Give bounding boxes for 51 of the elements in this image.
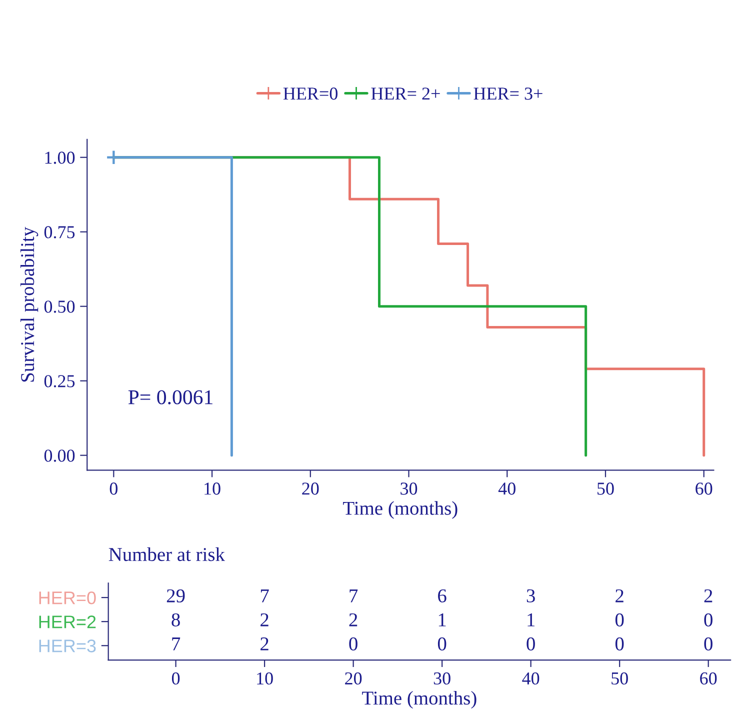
x-axis-title: Time (months) bbox=[343, 501, 458, 519]
y-tick-label: HER=3 bbox=[39, 640, 96, 652]
legend-label: HER=0 bbox=[283, 88, 338, 100]
x-tick-label: 30 bbox=[400, 482, 418, 495]
data-label: 6 bbox=[438, 589, 446, 602]
x-tick-label: 60 bbox=[700, 672, 717, 685]
y-tick-label: HER=0 bbox=[39, 591, 96, 604]
x-tick-label: 20 bbox=[345, 672, 362, 685]
data-label: 2 bbox=[616, 589, 624, 602]
x-tick-label: 60 bbox=[696, 482, 712, 495]
data-label: 0 bbox=[615, 637, 624, 650]
data-label: 8 bbox=[172, 613, 180, 626]
data-label: 3 bbox=[526, 589, 535, 602]
annotation: P= 0.0061 bbox=[128, 390, 212, 404]
x-tick-label: 50 bbox=[598, 482, 614, 495]
data-label: 0 bbox=[704, 613, 712, 626]
x-tick-label: 0 bbox=[172, 672, 180, 685]
legend-label: HER= 2+ bbox=[371, 88, 440, 100]
x-tick-label: 50 bbox=[612, 672, 628, 685]
data-label: 0 bbox=[349, 637, 358, 650]
data-label: 1 bbox=[438, 613, 446, 626]
data-label: 0 bbox=[704, 637, 712, 650]
y-tick-label: 0.25 bbox=[44, 375, 75, 388]
x-tick-label: 40 bbox=[522, 672, 540, 685]
x-tick-label: 10 bbox=[257, 672, 273, 685]
y-tick-label: 1.00 bbox=[45, 152, 75, 164]
data-label: 2 bbox=[260, 613, 268, 626]
y-tick-label: 0.75 bbox=[44, 226, 75, 238]
data-label: 0 bbox=[526, 637, 535, 650]
data-label: 7 bbox=[260, 589, 269, 602]
data-label: 0 bbox=[438, 637, 446, 650]
y-tick-label: HER=2 bbox=[39, 616, 96, 628]
data-label: 29 bbox=[166, 589, 185, 602]
data-label: 1 bbox=[528, 613, 535, 626]
data-label: 2 bbox=[349, 613, 358, 626]
data-label: 7 bbox=[172, 638, 180, 650]
data-label: 2 bbox=[260, 637, 268, 650]
y-tick-label: 0.50 bbox=[44, 300, 75, 313]
x-tick-label: 10 bbox=[204, 482, 220, 495]
data-label: 0 bbox=[615, 613, 624, 626]
data-label: 7 bbox=[350, 589, 358, 602]
y-tick-label: 0.00 bbox=[44, 450, 75, 462]
x-tick-label: 30 bbox=[434, 672, 450, 685]
x-tick-label: 40 bbox=[498, 482, 516, 495]
x-tick-label: 20 bbox=[302, 482, 319, 495]
data-label: 2 bbox=[704, 589, 712, 602]
legend-label: HER= 3+ bbox=[474, 88, 542, 100]
x-tick-label: 0 bbox=[110, 482, 118, 495]
y-axis-title: Survival probability bbox=[20, 226, 38, 382]
chart-title: Number at risk bbox=[108, 547, 225, 562]
x-axis-title: Time (months) bbox=[362, 691, 476, 709]
